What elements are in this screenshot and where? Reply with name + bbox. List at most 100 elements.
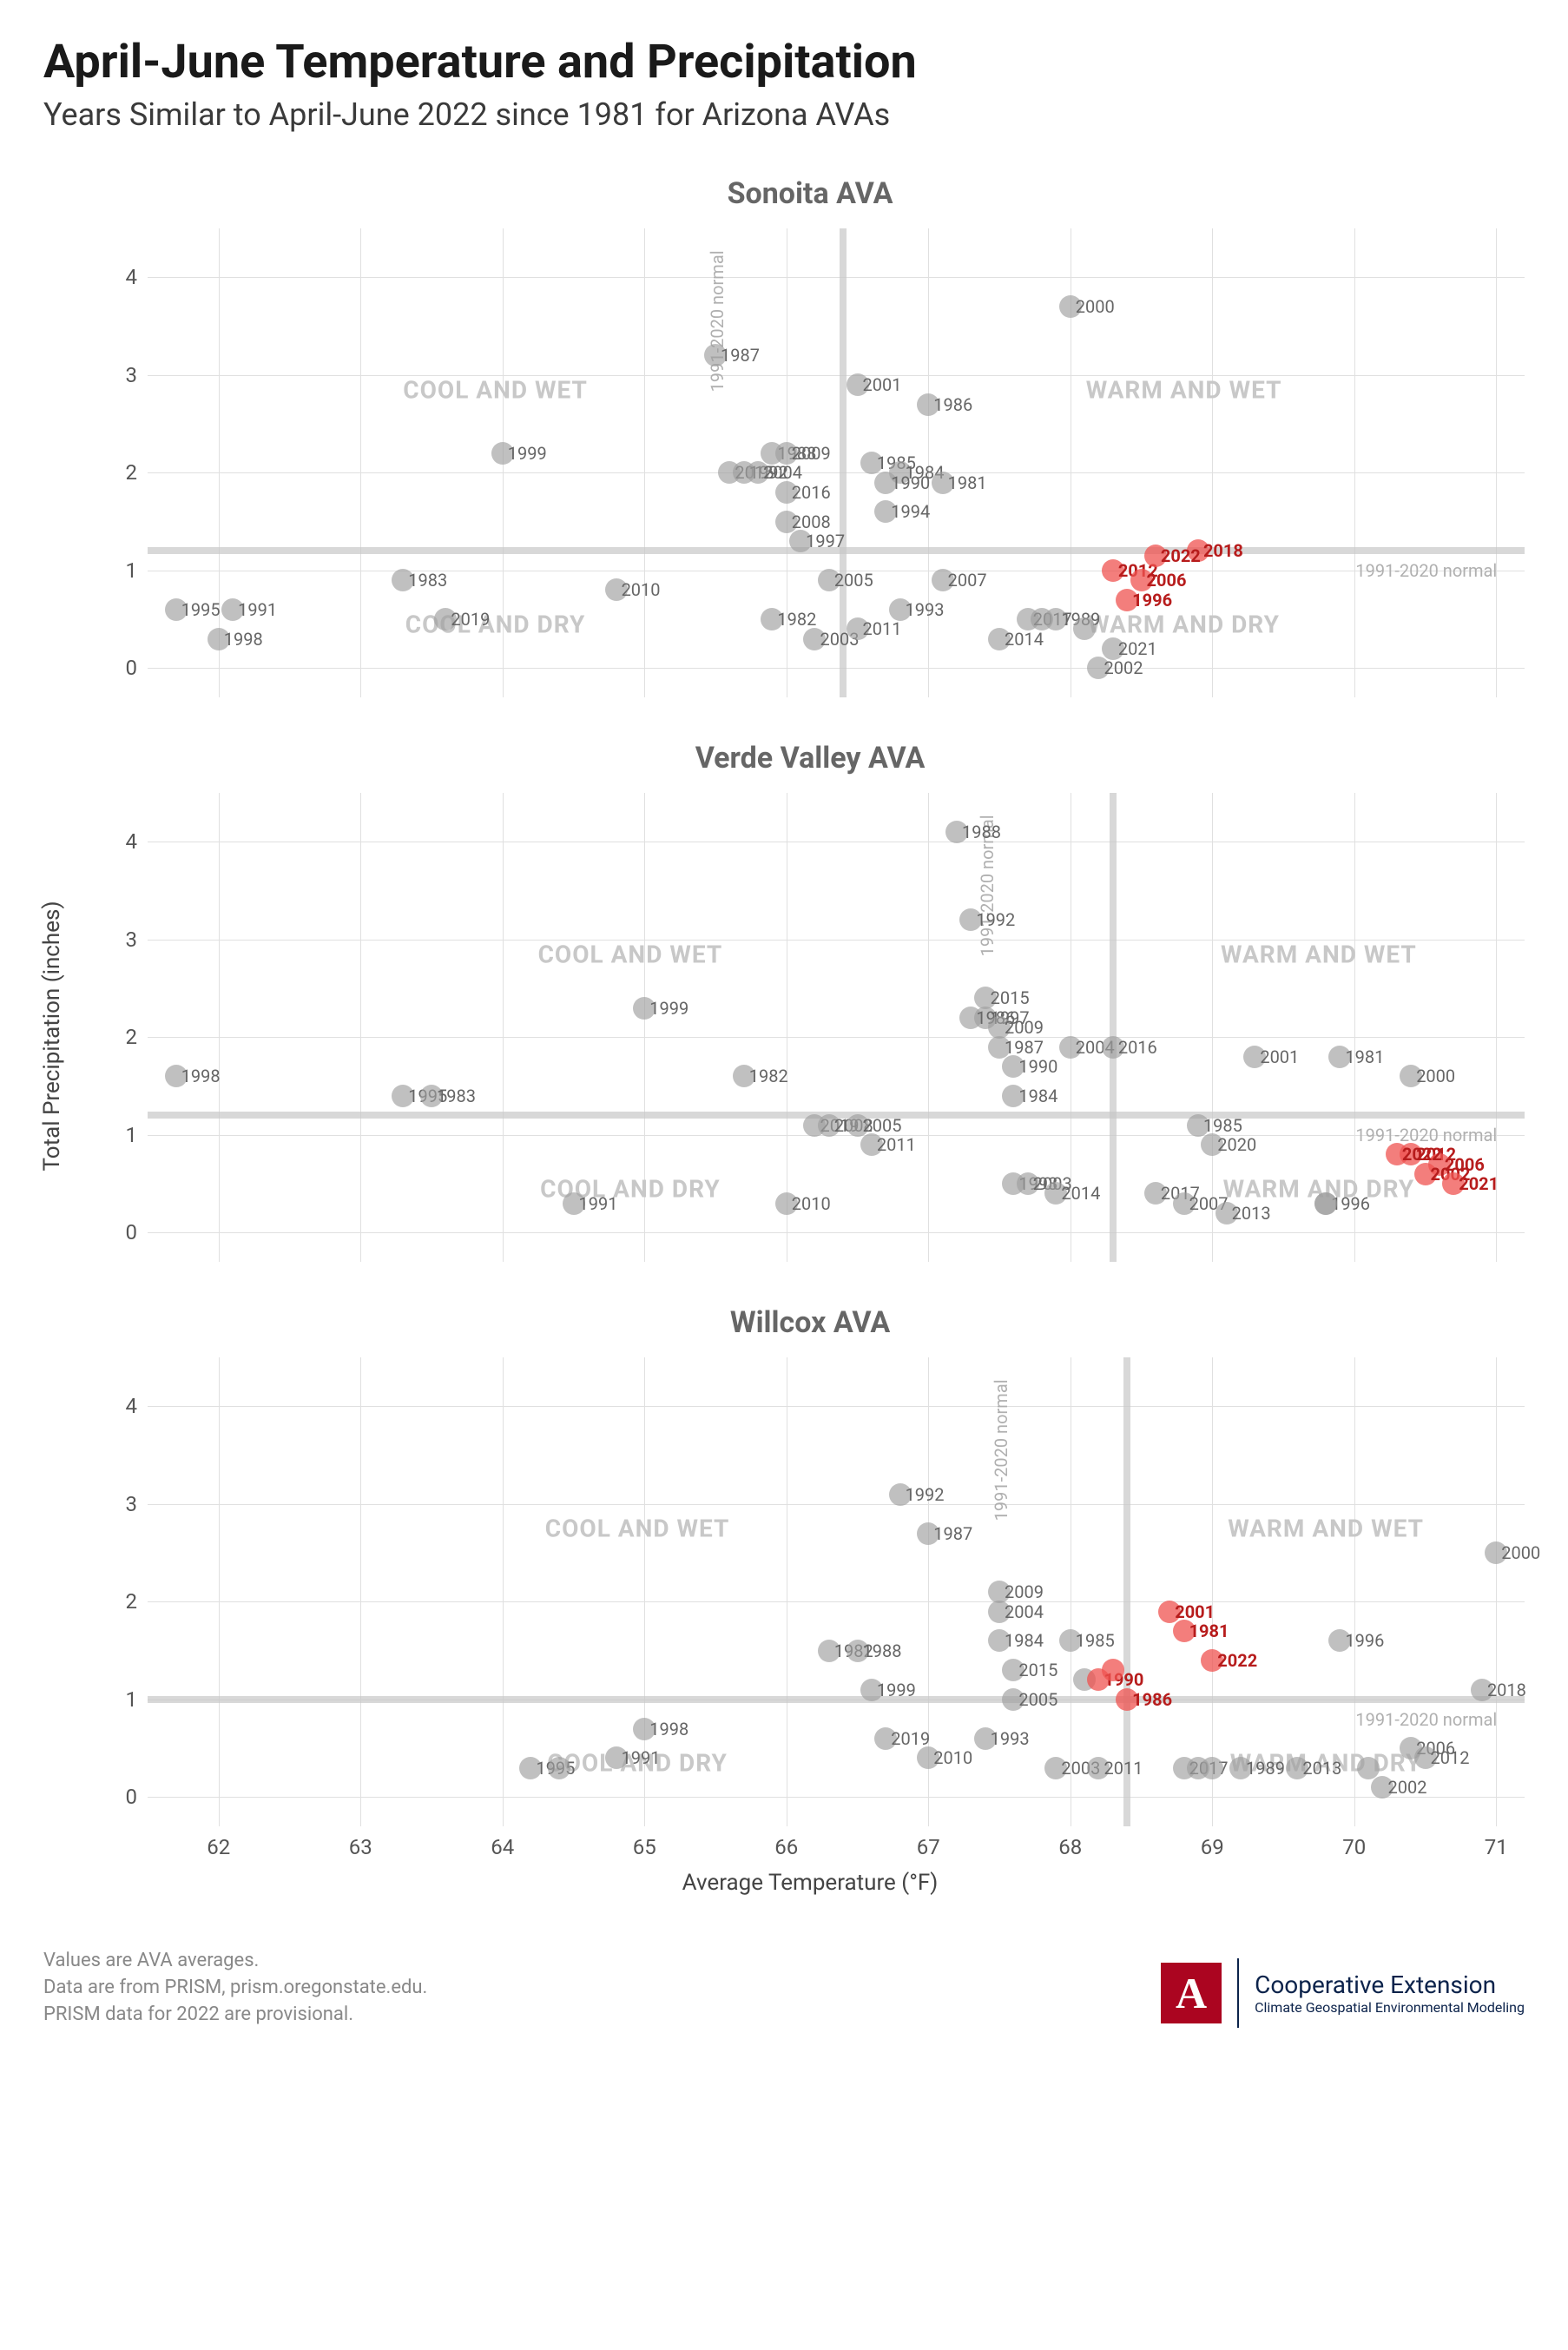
gridline [1496,793,1497,1262]
logo-line-1: Cooperative Extension [1255,1970,1525,1999]
data-point [847,1640,869,1662]
data-point [847,373,869,396]
footer: Values are AVA averages. Data are from P… [43,1948,1525,2028]
ref-label: 1991-2020 normal [977,815,1127,957]
quadrant-label: WARM AND DRY [1230,1748,1422,1777]
data-point [1102,637,1124,660]
data-point [519,1757,542,1779]
data-point [1357,1757,1380,1779]
y-tick: 3 [126,927,148,952]
data-point [959,1007,982,1029]
data-point [392,569,414,591]
data-point [1243,1046,1266,1068]
quadrant-label: COOL AND WET [545,1514,730,1542]
data-point [1414,1746,1437,1769]
gridline [148,1504,1525,1505]
data-point [847,1114,869,1137]
data-point [917,1746,939,1769]
data-point [932,472,954,494]
data-point [874,500,897,523]
data-point [761,608,783,630]
chart-panel: Sonoita AVA 1991-2020 normal1991-2020 nor… [96,176,1525,697]
data-point [1187,539,1209,562]
data-point [1044,608,1067,630]
data-point [775,481,798,504]
x-tick: 65 [633,1826,656,1859]
panel-title: Verde Valley AVA [96,741,1525,776]
data-point [860,452,883,474]
data-point [1328,1046,1351,1068]
data-point [1044,1182,1067,1205]
x-tick: 63 [349,1826,372,1859]
gridline [1496,1357,1497,1826]
data-point [1371,1776,1393,1799]
data-point [548,1757,570,1779]
quadrant-label: WARM AND WET [1221,940,1417,968]
data-point [1002,1085,1024,1107]
gridline [360,228,361,697]
y-tick: 3 [126,1492,148,1516]
data-point [1229,1757,1252,1779]
x-tick: 62 [207,1826,230,1859]
data-point [221,598,244,621]
data-point [165,598,188,621]
data-point [1102,1659,1124,1681]
ref-label: 1991-2020 normal [1355,1125,1497,1145]
data-point [1116,1688,1138,1711]
data-point [775,442,798,465]
data-point [1017,1172,1039,1195]
data-point [818,1640,840,1662]
x-axis-label: Average Temperature (°F) [96,1870,1525,1896]
logo-separator [1237,1958,1239,2028]
data-point [1201,1649,1223,1672]
y-tick: 1 [126,558,148,583]
gridline [1212,793,1213,1262]
data-point [1059,1629,1082,1652]
quadrant-label: WARM AND DRY [1088,610,1280,638]
gridline [219,793,220,1262]
gridline [148,1797,1525,1798]
ref-label: 1991-2020 normal [707,251,857,393]
data-point [1102,1036,1124,1059]
y-axis-label: Total Precipitation (inches) [39,901,65,1172]
data-point [1187,1114,1209,1137]
data-point [860,1679,883,1701]
gridline [148,472,1525,473]
gridline [928,228,929,697]
y-tick: 1 [126,1687,148,1712]
data-point [988,1629,1011,1652]
x-tick: 69 [1201,1826,1224,1859]
y-tick: 4 [126,1394,148,1418]
data-point [775,511,798,533]
data-point [1201,1757,1223,1779]
data-point [988,1036,1011,1059]
panel-title: Sonoita AVA [96,176,1525,211]
y-tick: 4 [126,265,148,289]
logo-text: Cooperative Extension Climate Geospatial… [1255,1970,1525,2016]
data-point [1201,1133,1223,1156]
panels-container: Total Precipitation (inches) Sonoita AVA… [43,176,1525,1896]
scatter-chart: 1991-2020 normal1991-2020 normalCOOL AND… [148,793,1525,1262]
data-point [165,1065,188,1087]
data-point [704,344,727,366]
page-title: April-June Temperature and Precipitation [43,35,1525,89]
scatter-chart: 1991-2020 normal1991-2020 normalCOOL AND… [148,228,1525,697]
ref-label: 1991-2020 normal [1355,1709,1497,1730]
footer-note-2: Data are from PRISM, prism.oregonstate.e… [43,1975,427,2002]
data-point [392,1085,414,1107]
chart-panel: Willcox AVA1991-2020 normal1991-2020 nor… [96,1305,1525,1826]
data-point [633,997,656,1020]
data-point [789,530,812,552]
data-point [818,569,840,591]
gridline [148,1135,1525,1136]
data-point [1002,1659,1024,1681]
data-point [1116,589,1138,611]
data-point [1087,657,1110,679]
data-point [974,1727,997,1750]
y-tick: 0 [126,1220,148,1244]
gridline [360,1357,361,1826]
gridline [928,793,929,1262]
data-point [563,1192,585,1215]
data-point [860,1133,883,1156]
data-point [1328,1629,1351,1652]
